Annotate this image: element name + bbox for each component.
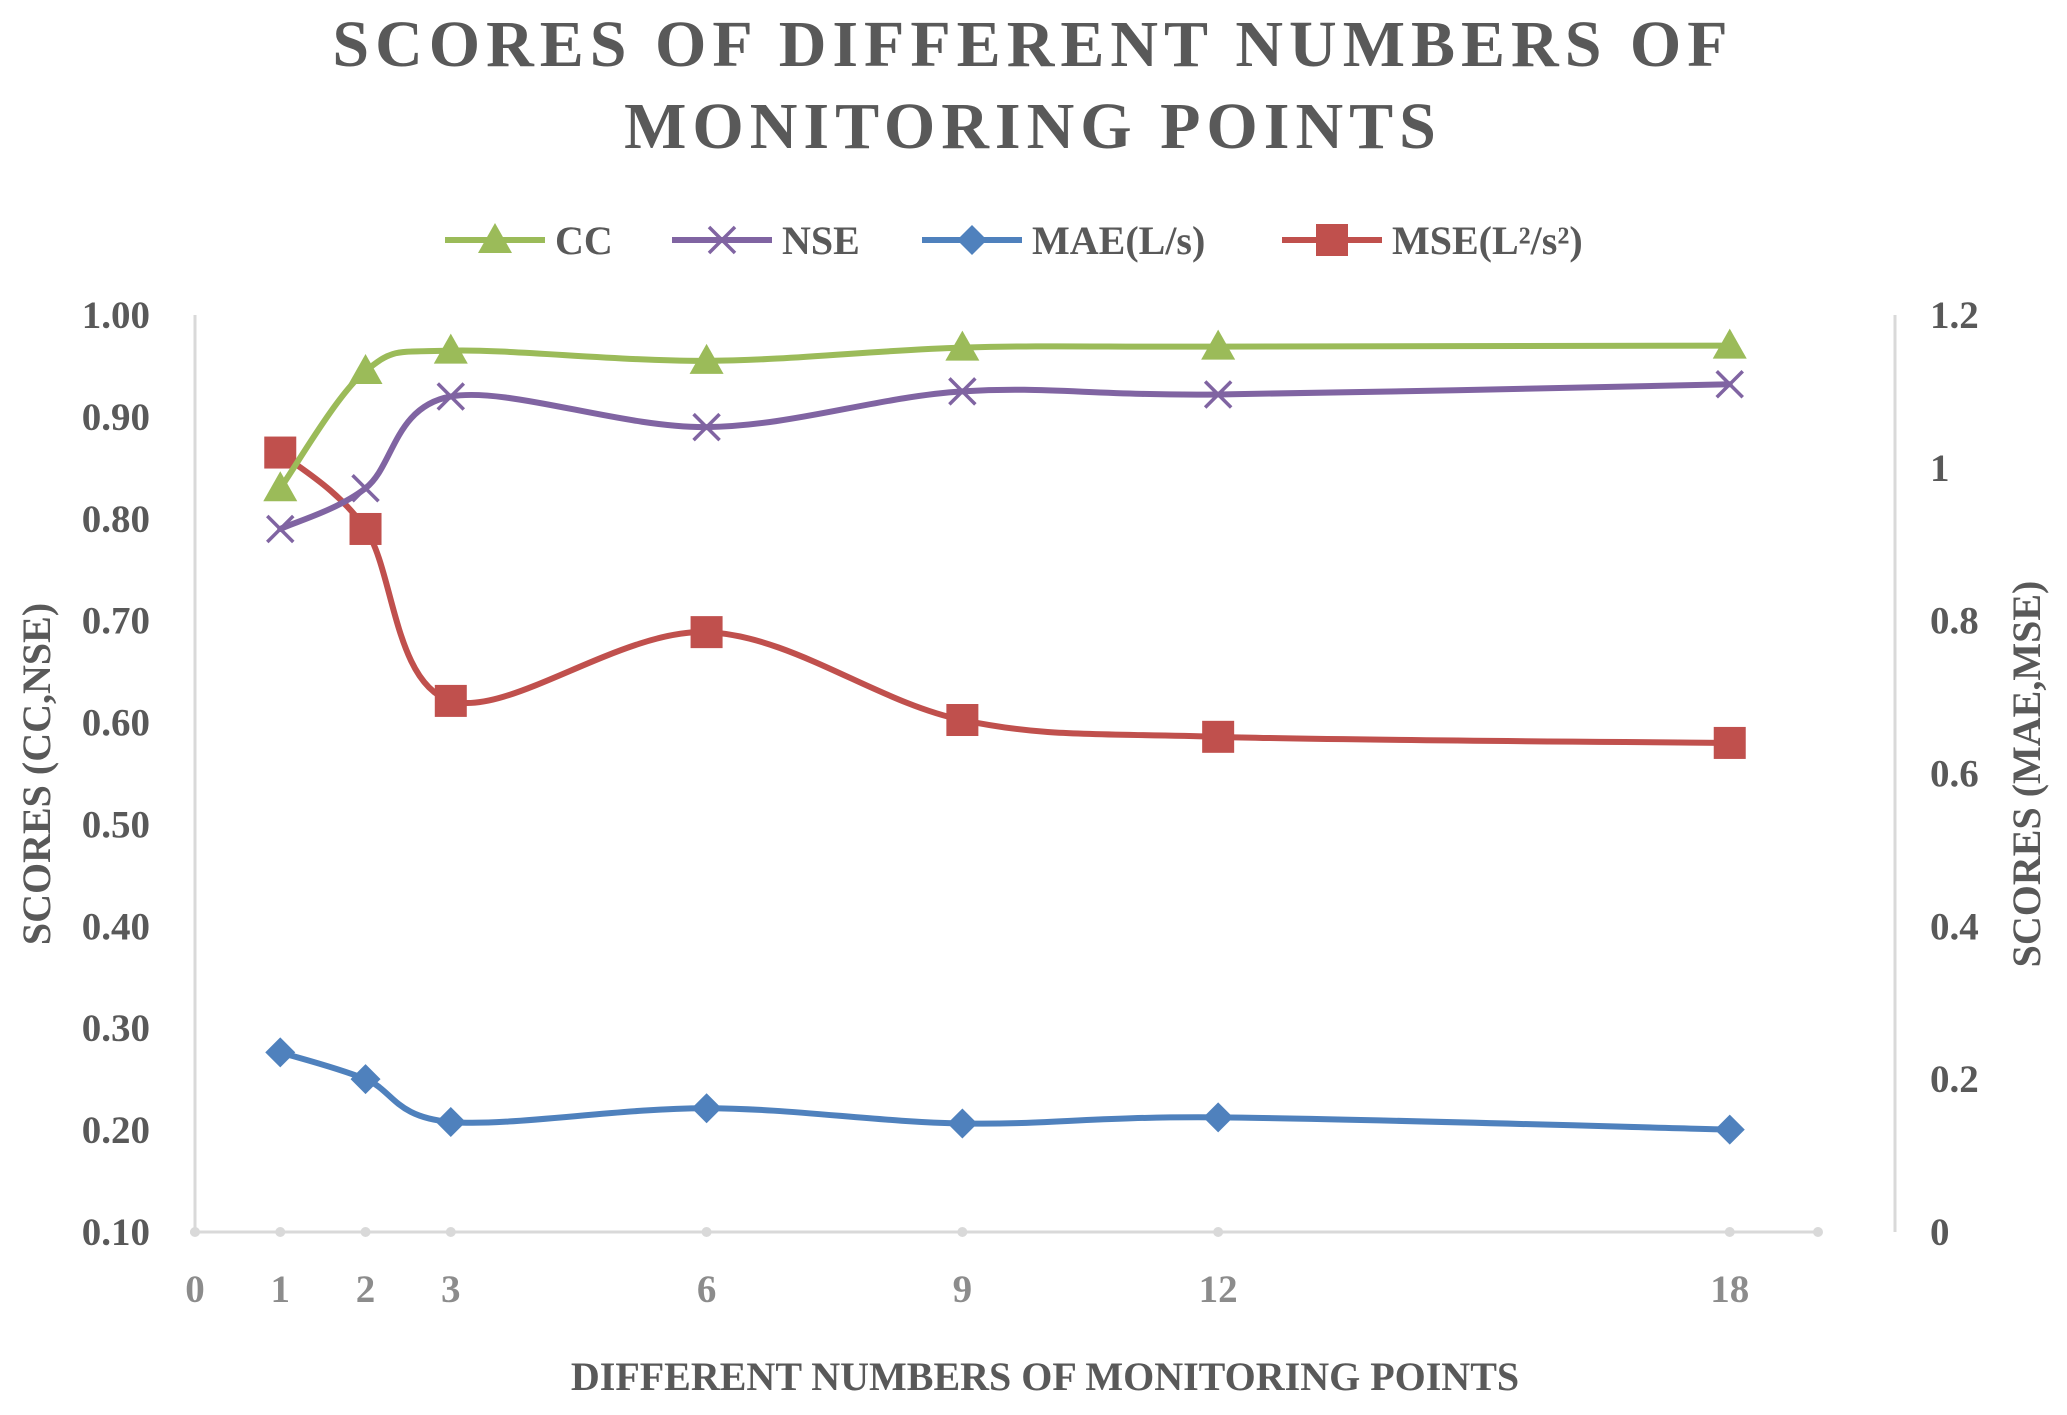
legend-label: MSE(L²/s²) xyxy=(1392,218,1583,263)
x-axis-label: DIFFERENT NUMBERS OF MONITORING POINTS xyxy=(571,1354,1519,1399)
data-point-cc xyxy=(1201,329,1236,360)
data-point-mae-l-s xyxy=(691,1093,722,1124)
series-mae-l-s xyxy=(265,1037,1745,1145)
data-point-mae-l-s xyxy=(435,1106,466,1137)
x-tick-labels: 0 1 2 3 6 9 12 18 xyxy=(185,1227,1823,1311)
axes xyxy=(190,315,1897,1234)
series-line-mae-l-s xyxy=(277,1049,1733,1133)
data-point-mae-l-s xyxy=(350,1064,381,1095)
legend-item: CC xyxy=(445,218,613,263)
series-line-cc xyxy=(277,342,1733,492)
legend-marker xyxy=(957,225,987,255)
data-point-mse-l-s xyxy=(264,436,297,469)
y-tick-label: 1.00 xyxy=(82,294,150,337)
x-tick-label: 6 xyxy=(697,1268,717,1311)
data-point-cc xyxy=(348,354,383,385)
y2-tick-label: 1.2 xyxy=(1930,294,1979,337)
y-tick-label: 0.30 xyxy=(82,1007,150,1050)
data-point-nse xyxy=(351,473,380,503)
data-point-cc xyxy=(433,333,468,364)
series-mse-l-s xyxy=(264,436,1746,759)
data-point-nse xyxy=(266,514,295,544)
data-point-cc xyxy=(945,330,980,361)
data-point-mae-l-s xyxy=(265,1037,296,1068)
y-tick-label: 0.40 xyxy=(82,905,150,948)
data-point-cc xyxy=(689,343,724,374)
y2-tick-label: 0 xyxy=(1930,1211,1950,1254)
data-point-mae-l-s xyxy=(1203,1102,1234,1133)
x-tick-label: 0 xyxy=(185,1268,205,1311)
y2-tick-label: 0.8 xyxy=(1930,600,1979,643)
x-tick-mark xyxy=(1724,1227,1735,1237)
chart-title-line-1: SCORES OF DIFFERENT NUMBERS OF xyxy=(332,8,1733,81)
y2-tick-label: 0.2 xyxy=(1930,1058,1979,1101)
legend-label: NSE xyxy=(782,218,860,263)
data-point-mae-l-s xyxy=(947,1108,978,1139)
legend-marker xyxy=(478,223,512,253)
x-tick-mark xyxy=(445,1227,456,1237)
y-tick-label: 0.10 xyxy=(82,1211,150,1254)
legend-item: NSE xyxy=(672,218,860,263)
y-axis-label-left: SCORES (CC,NSE) xyxy=(14,603,59,945)
series-cc xyxy=(263,328,1747,502)
y2-tick-label: 0.6 xyxy=(1930,753,1979,796)
legend-label: MAE(L/s) xyxy=(1032,218,1205,263)
y-tick-label: 0.20 xyxy=(82,1109,150,1152)
data-point-nse xyxy=(692,412,721,442)
data-point-nse xyxy=(1203,380,1233,409)
data-point-nse xyxy=(948,377,977,406)
data-point-mse-l-s xyxy=(1713,726,1746,759)
x-tick-mark xyxy=(190,1227,200,1237)
legend: CC NSE MAE(L/s) MSE(L²/s²) xyxy=(445,218,1583,263)
series-line-mse-l-s xyxy=(277,449,1733,746)
legend-item: MSE(L²/s²) xyxy=(1282,218,1583,263)
x-tick-label: 1 xyxy=(271,1268,291,1311)
x-tick-label: 3 xyxy=(441,1268,461,1311)
x-tick-label: 9 xyxy=(953,1268,973,1311)
legend-item: MAE(L/s) xyxy=(922,218,1205,263)
data-point-mae-l-s xyxy=(1714,1114,1745,1145)
series-layer xyxy=(263,328,1747,1145)
y-tick-label: 0.50 xyxy=(82,803,150,846)
x-tick-mark xyxy=(957,1227,968,1237)
x-tick-mark xyxy=(275,1227,286,1237)
data-point-mse-l-s xyxy=(946,704,979,737)
x-tick-mark xyxy=(701,1227,712,1237)
left-y-tick-labels: 0.10 0.20 0.30 0.40 0.50 0.60 0.70 0.80 0.90 1.00 xyxy=(82,294,150,1254)
x-tick-label: 18 xyxy=(1710,1268,1749,1311)
data-point-mse-l-s xyxy=(690,616,723,649)
data-point-mse-l-s xyxy=(349,512,382,545)
x-tick-mark xyxy=(1213,1227,1224,1237)
x-tick-mark xyxy=(360,1227,371,1237)
x-axis-end-mark xyxy=(1813,1227,1823,1237)
y-axis-label-right: SCORES (MAE,MSE) xyxy=(2004,581,2049,968)
x-tick-label: 2 xyxy=(356,1268,376,1311)
y-tick-label: 0.80 xyxy=(82,498,150,541)
legend-label: CC xyxy=(555,218,613,263)
y-tick-label: 0.90 xyxy=(82,396,150,439)
data-point-cc xyxy=(263,471,298,502)
data-point-nse xyxy=(1715,370,1744,399)
series-line-nse xyxy=(277,381,1733,532)
data-point-nse xyxy=(436,382,466,411)
chart-title-line-2: MONITORING POINTS xyxy=(624,90,1442,163)
right-y-tick-labels: 0 0.2 0.4 0.6 0.8 1 1.2 xyxy=(1930,294,1979,1254)
y2-tick-label: 1 xyxy=(1930,447,1950,490)
legend-marker xyxy=(707,225,737,255)
data-point-cc xyxy=(1712,328,1747,359)
legend-marker xyxy=(1316,224,1348,256)
series-nse xyxy=(266,370,1744,544)
y-tick-label: 0.60 xyxy=(82,702,150,745)
data-point-mse-l-s xyxy=(434,684,467,717)
data-point-mse-l-s xyxy=(1202,720,1235,753)
y2-tick-label: 0.4 xyxy=(1930,905,1979,948)
x-tick-label: 12 xyxy=(1199,1268,1238,1311)
y-tick-label: 0.70 xyxy=(82,600,150,643)
